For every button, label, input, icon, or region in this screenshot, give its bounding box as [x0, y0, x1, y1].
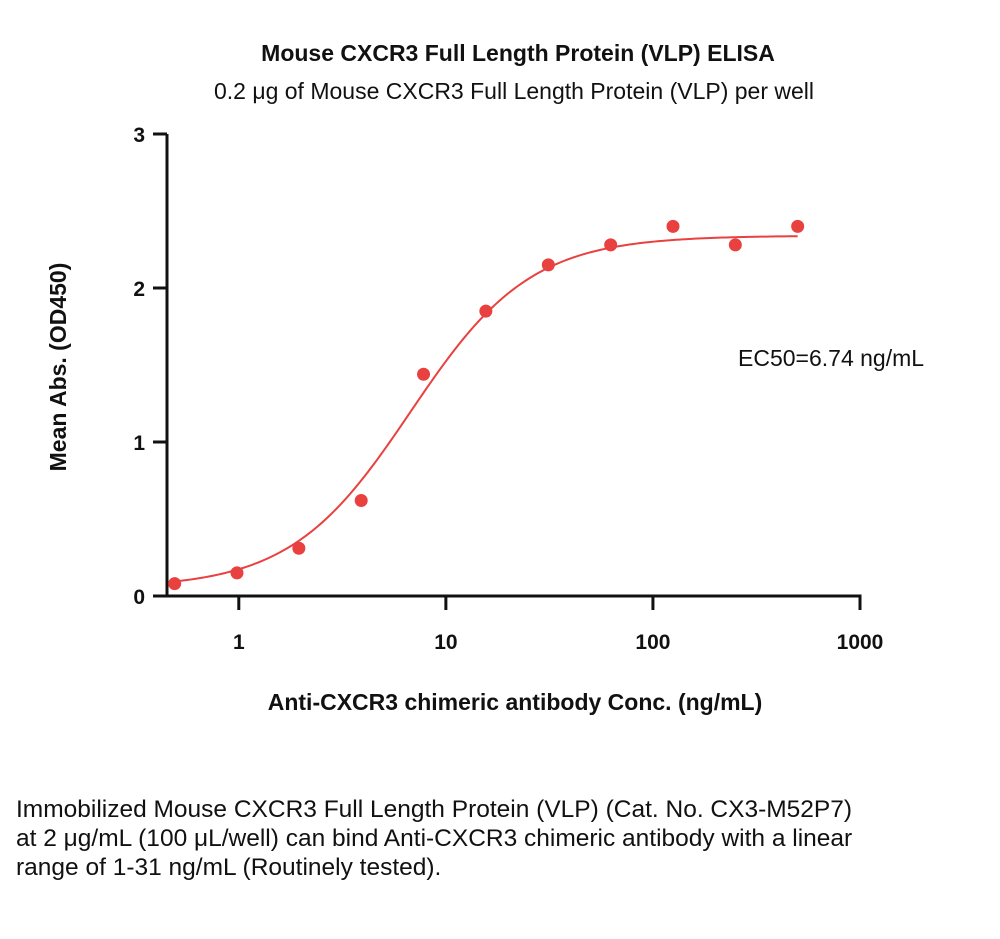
data-point	[604, 238, 618, 252]
data-point	[666, 219, 680, 233]
y-tick-label: 1	[133, 432, 145, 455]
x-tick-label: 1	[233, 631, 245, 654]
data-point	[354, 494, 368, 508]
chart-title: Mouse CXCR3 Full Length Protein (VLP) EL…	[261, 40, 775, 66]
x-tick-label: 10	[434, 631, 457, 654]
data-points	[168, 219, 805, 591]
data-point	[168, 577, 182, 591]
x-axis-ticks: 1 10 100 1000	[233, 596, 883, 654]
data-point	[292, 541, 306, 555]
y-axis-label: Mean Abs. (OD450)	[45, 263, 71, 472]
data-point	[728, 238, 742, 252]
data-point	[479, 304, 493, 318]
y-tick-label: 2	[133, 278, 145, 301]
data-point	[230, 566, 244, 580]
chart-subtitle: 0.2 μg of Mouse CXCR3 Full Length Protei…	[214, 78, 814, 104]
ec50-annotation: EC50=6.74 ng/mL	[738, 345, 924, 371]
x-tick-label: 100	[635, 631, 670, 654]
x-tick-label: 1000	[837, 631, 884, 654]
data-point	[541, 258, 555, 272]
x-axis-label: Anti-CXCR3 chimeric antibody Conc. (ng/m…	[268, 689, 763, 715]
y-tick-label: 0	[133, 586, 145, 609]
y-axis-ticks: 0 1 2 3	[133, 124, 167, 609]
fit-curve	[174, 235, 798, 583]
figure-caption: Immobilized Mouse CXCR3 Full Length Prot…	[16, 796, 853, 881]
elisa-chart: Mouse CXCR3 Full Length Protein (VLP) EL…	[45, 40, 924, 715]
y-tick-label: 3	[133, 124, 145, 147]
data-point	[791, 219, 805, 233]
data-point	[417, 367, 431, 381]
